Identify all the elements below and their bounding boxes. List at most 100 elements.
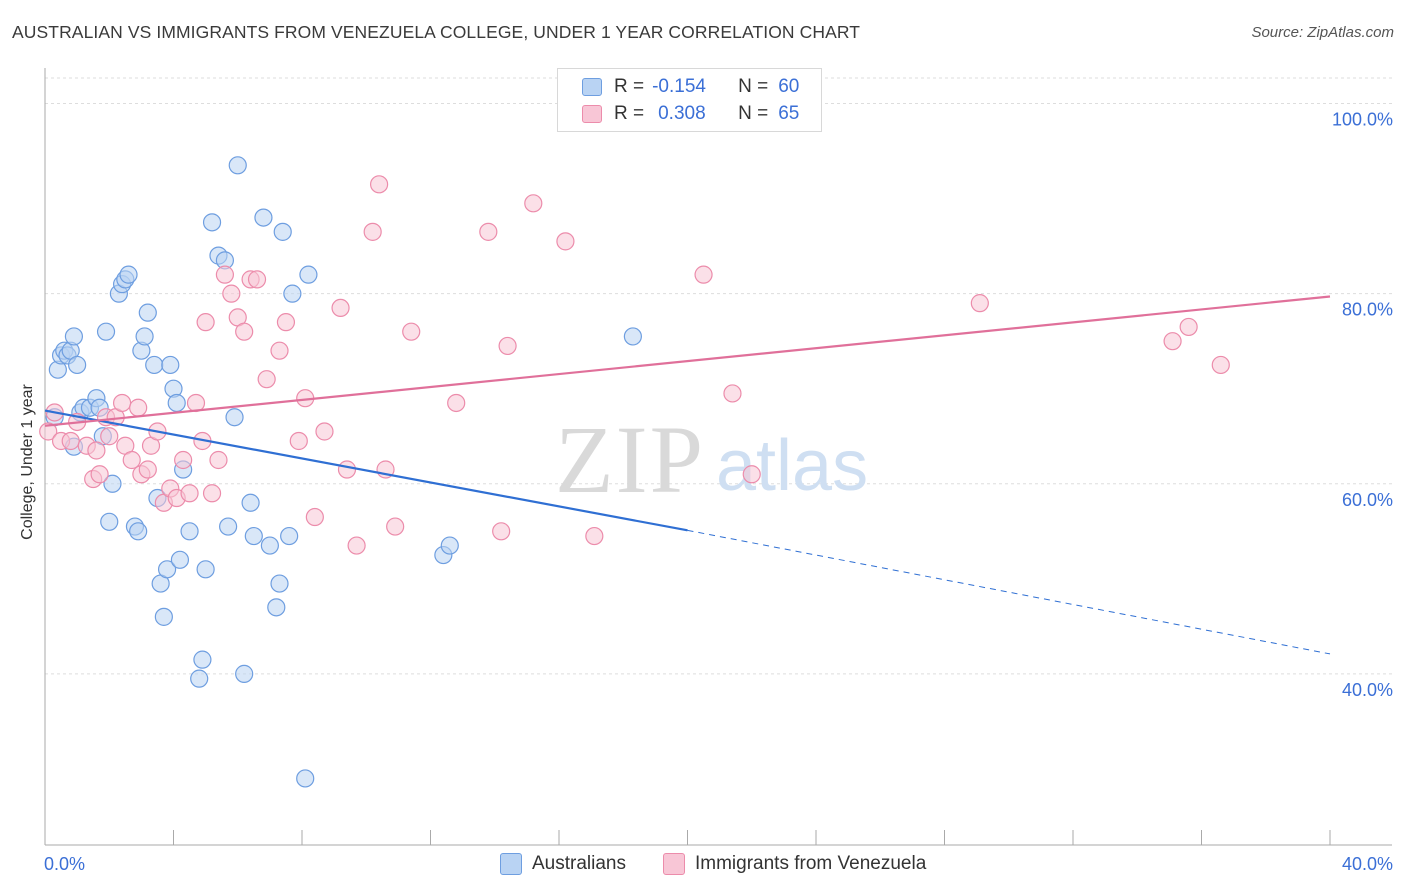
venezuela-point (129, 398, 148, 417)
venezuela-point (479, 222, 498, 241)
venezuela-point (138, 460, 157, 479)
australians-point (100, 512, 119, 531)
venezuela-point (257, 370, 276, 389)
australians-point (145, 355, 164, 375)
venezuela-point (524, 194, 543, 213)
venezuela-point (970, 294, 989, 313)
legend-n-value: 60 (778, 76, 800, 97)
venezuela-point (90, 465, 109, 484)
venezuela-point (694, 265, 713, 284)
australians-point (135, 327, 154, 346)
data-points (39, 156, 1230, 788)
venezuela-point (386, 517, 405, 536)
legend-r-label: R = (614, 103, 645, 124)
legend-n-label: N = (738, 103, 769, 124)
watermark-zip: ZIP (555, 406, 705, 513)
australians-point (167, 393, 186, 413)
y-tick-label: 80.0% (1342, 300, 1393, 320)
venezuela-point (174, 450, 193, 470)
x-tick-label: 40.0% (1342, 854, 1393, 874)
venezuela-point (235, 322, 254, 341)
venezuela-point (1163, 332, 1182, 351)
australians-point (260, 536, 279, 555)
venezuela-point (180, 484, 199, 503)
chart-source: Source: ZipAtlas.com (1251, 24, 1394, 41)
australians-point (193, 650, 212, 669)
venezuela-point (402, 322, 421, 341)
legend-label: Immigrants from Venezuela (695, 853, 927, 874)
australians-trend-extension (687, 529, 1331, 655)
venezuela-point (315, 422, 334, 441)
australians-point (170, 550, 190, 569)
australians-point (129, 522, 148, 541)
australians-point (244, 526, 263, 546)
venezuela-point (100, 427, 119, 446)
australians-point (280, 526, 299, 546)
legend-label: Australians (532, 853, 626, 874)
venezuela-point (270, 341, 289, 360)
venezuela-point (215, 265, 234, 284)
legend-n-label: N = (738, 76, 769, 97)
venezuela-point (196, 313, 215, 332)
legend-swatch-pink (663, 853, 685, 875)
venezuela-point (1179, 317, 1198, 337)
legend-swatch-blue (582, 78, 602, 96)
venezuela-point (585, 526, 604, 546)
venezuela-point (331, 298, 350, 318)
australians-point (138, 303, 157, 322)
australians-point (254, 208, 273, 227)
legend-item-venezuela: Immigrants from Venezuela (663, 851, 926, 877)
australians-point (273, 222, 292, 241)
australians-point (241, 493, 260, 512)
australians-point (299, 265, 318, 284)
tick-labels: 40.0% 60.0% 80.0% 100.0% 0.0% 40.0% (44, 110, 1393, 874)
y-tick-label: 40.0% (1342, 680, 1393, 700)
legend-swatch-blue (500, 853, 522, 875)
venezuela-point (209, 450, 228, 470)
australians-point (64, 327, 84, 346)
correlation-legend: R = -0.154 N = 60 R = 0.308 N = 65 (557, 68, 822, 132)
venezuela-point (122, 450, 141, 470)
trend-lines (44, 295, 1331, 655)
legend-row-venezuela: R = 0.308 N = 65 (582, 102, 799, 126)
venezuela-point (370, 175, 389, 194)
venezuela-point (247, 270, 267, 289)
venezuela-point (87, 441, 106, 460)
australians-point (270, 574, 289, 593)
venezuela-point (347, 536, 366, 555)
australians-point (283, 284, 302, 303)
venezuela-point (498, 336, 517, 356)
australians-point (96, 322, 116, 341)
y-tick-label: 100.0% (1332, 110, 1393, 130)
venezuela-point (305, 507, 324, 527)
australians-point (440, 536, 459, 555)
y-axis-label: College, Under 1 year (19, 384, 36, 540)
australians-trend-line (44, 409, 688, 532)
chart-title: AUSTRALIAN VS IMMIGRANTS FROM VENEZUELA … (12, 22, 861, 42)
australians-point (154, 607, 173, 626)
venezuela-point (61, 431, 80, 451)
australians-point (267, 598, 286, 617)
legend-r-value: -0.154 (652, 76, 706, 97)
venezuela-trend-line (44, 295, 1331, 427)
venezuela-point (112, 393, 132, 413)
venezuela-point (337, 460, 357, 479)
australians-point (119, 265, 138, 284)
legend-r-label: R = (614, 76, 645, 97)
australians-point (68, 355, 87, 375)
x-tick-label: 0.0% (44, 854, 85, 874)
australians-point (228, 156, 247, 175)
venezuela-point (492, 522, 511, 541)
venezuela-point (276, 313, 296, 332)
grid-lines (45, 77, 1392, 675)
venezuela-point (289, 431, 308, 451)
venezuela-point (363, 222, 382, 241)
venezuela-point (447, 393, 466, 413)
venezuela-point (222, 284, 241, 303)
venezuela-point (1211, 355, 1230, 375)
australians-point (225, 408, 244, 427)
australians-point (190, 669, 209, 688)
australians-point (103, 474, 122, 493)
venezuela-point (39, 422, 58, 441)
